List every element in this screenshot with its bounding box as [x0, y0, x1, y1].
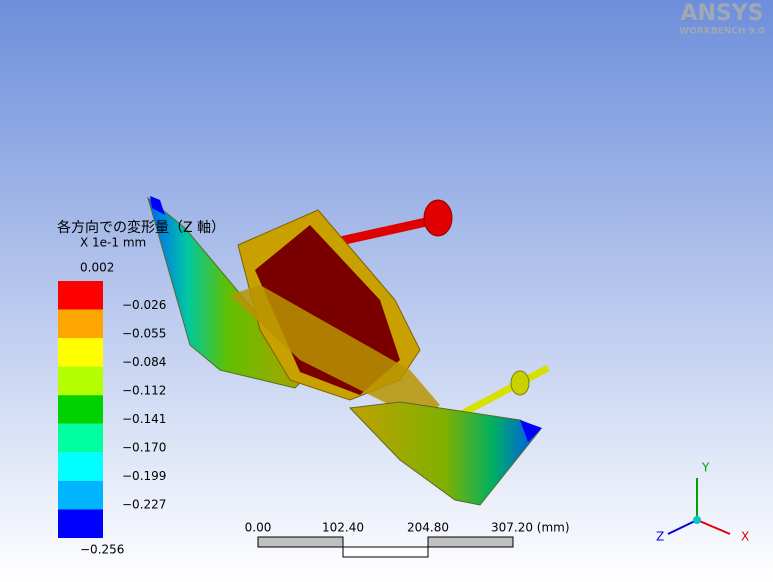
legend-band [58, 281, 103, 310]
legend-band [58, 509, 103, 538]
triad-origin [693, 516, 701, 524]
legend-label: −0.084 [122, 355, 166, 369]
legend-label: −0.141 [122, 412, 166, 426]
link-arm [230, 285, 440, 420]
logo: ANSYS WORKBENCH 9.0 [679, 1, 764, 37]
legend-band [58, 309, 103, 339]
right-plate [348, 401, 541, 506]
legend-label: −0.026 [122, 298, 166, 312]
legend: 各方向での変形量（Z 軸） X 1e-1 mm 0.002 −0.026 −0.05… [57, 219, 225, 557]
legend-label: −0.112 [122, 383, 166, 397]
right-tip [520, 420, 542, 442]
legend-band [58, 395, 103, 424]
left-tip [150, 196, 165, 215]
legend-label: −0.256 [80, 543, 124, 557]
scale-segment [257, 536, 344, 548]
logo-product: WORKBENCH 9.0 [679, 27, 764, 37]
scale-label: 0.00 [245, 521, 272, 535]
yellow-shaft [448, 364, 550, 424]
scale-label: 204.80 [407, 521, 449, 535]
scale-bar: 0.00 102.40 204.80 307.20 (mm) [245, 521, 570, 558]
scale-label: 307.20 (mm) [491, 521, 570, 535]
axis-triad: Y X Z [656, 461, 749, 544]
legend-band [58, 366, 103, 396]
yellow-collar [510, 370, 530, 396]
legend-title: 各方向での変形量（Z 軸） [57, 219, 225, 236]
x-axis-label: X [741, 530, 749, 544]
legend-unit: X 1e-1 mm [80, 236, 146, 250]
scale-label: 102.40 [322, 521, 364, 535]
scale-segment [427, 536, 514, 548]
legend-band [58, 480, 103, 510]
legend-band [58, 423, 103, 453]
legend-band [58, 452, 103, 481]
x-axis-arrow [696, 519, 731, 535]
logo-brand: ANSYS [680, 1, 763, 26]
legend-label: −0.227 [122, 498, 166, 512]
legend-label: −0.055 [122, 326, 166, 340]
z-axis-label: Z [656, 530, 664, 544]
legend-label: −0.199 [122, 469, 166, 483]
scale-segment [342, 546, 429, 558]
red-knob [423, 199, 453, 237]
z-axis-arrow [667, 519, 698, 535]
legend-band [58, 338, 103, 367]
legend-label: 0.002 [80, 261, 114, 275]
model [147, 196, 550, 506]
y-axis-label: Y [701, 461, 710, 475]
legend-label: −0.170 [122, 441, 166, 455]
